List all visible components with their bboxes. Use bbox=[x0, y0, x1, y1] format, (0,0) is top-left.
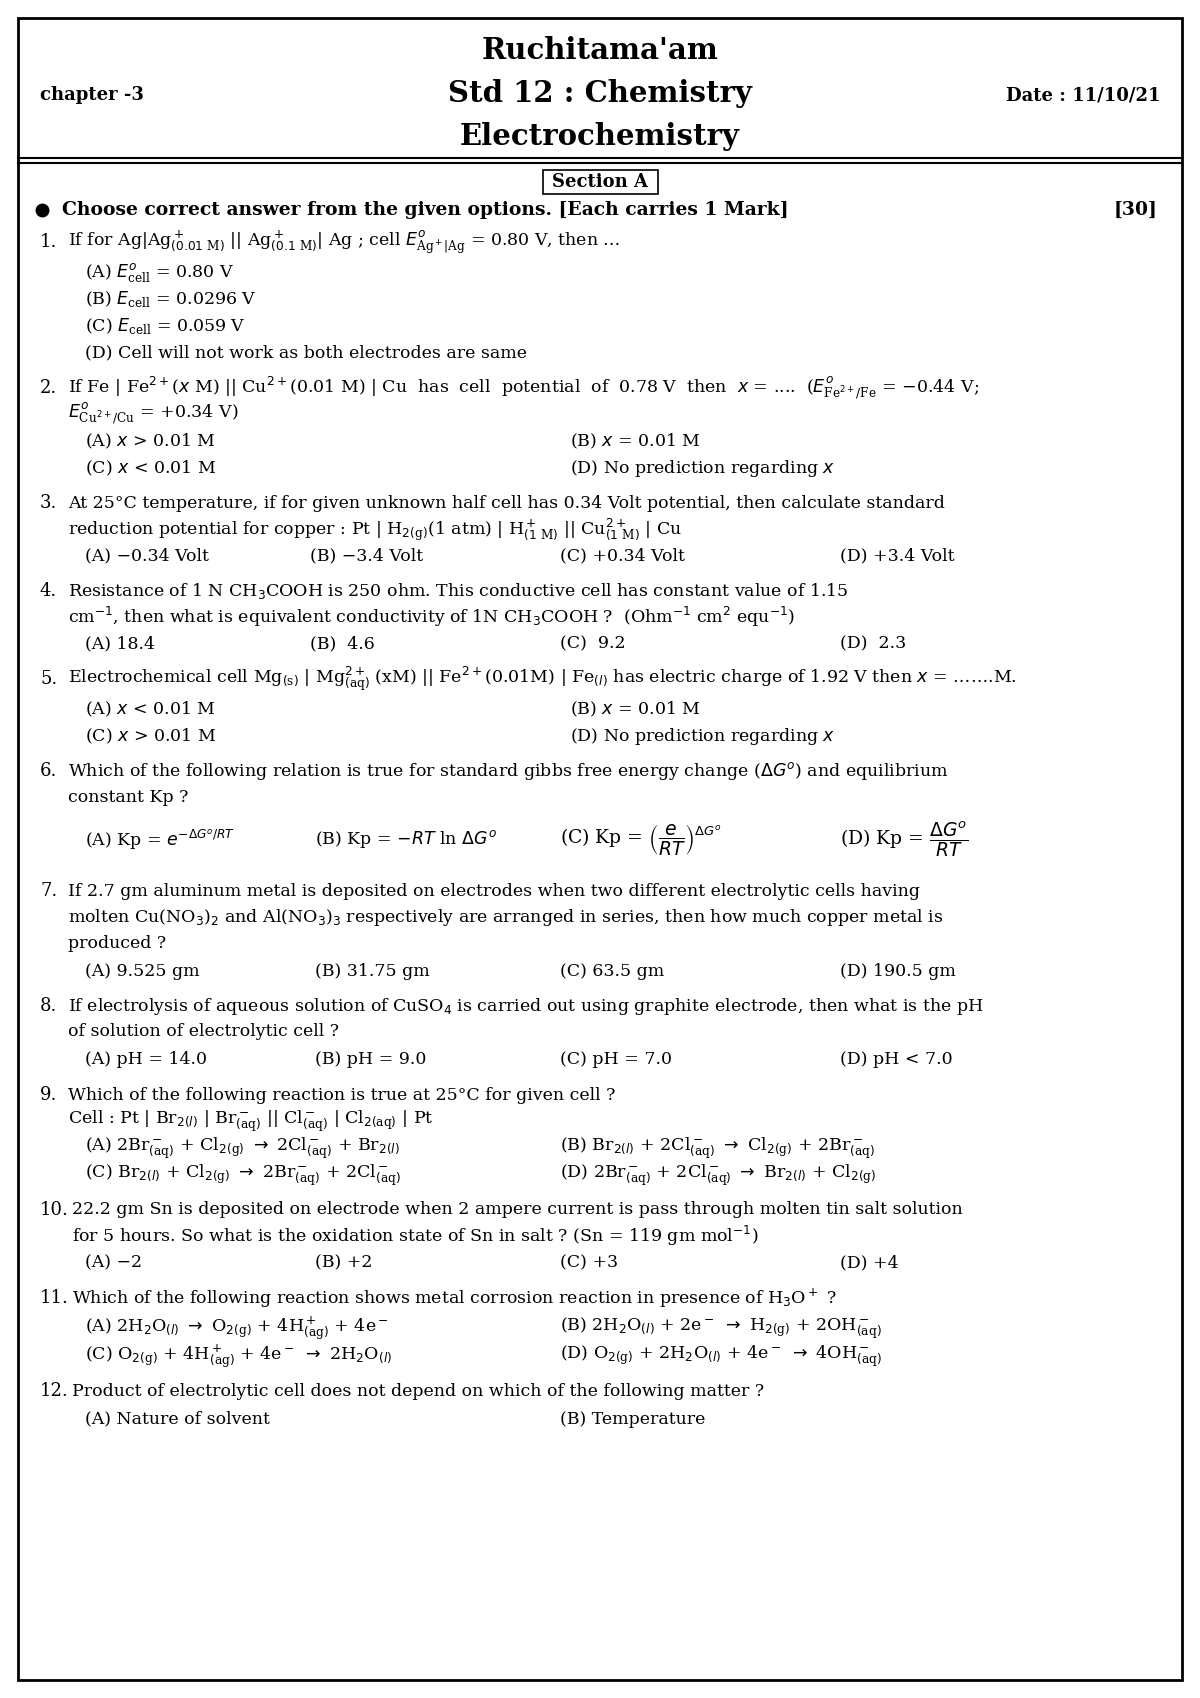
Text: Electrochemistry: Electrochemistry bbox=[460, 122, 740, 151]
Text: (B) $x$ = 0.01 M: (B) $x$ = 0.01 M bbox=[570, 431, 701, 450]
Text: (A) −2: (A) −2 bbox=[85, 1255, 142, 1272]
Text: Choose correct answer from the given options. [Each carries 1 Mark]: Choose correct answer from the given opt… bbox=[62, 200, 788, 219]
Text: (A) $x$ < 0.01 M: (A) $x$ < 0.01 M bbox=[85, 700, 216, 718]
Text: (B) 2H$_2$O$_{(l)}$ + 2e$^-$ $\rightarrow$ H$_{2(\mathregular{g})}$ + 2OH$^-_{(\: (B) 2H$_2$O$_{(l)}$ + 2e$^-$ $\rightarro… bbox=[560, 1316, 882, 1341]
Text: (D)  2.3: (D) 2.3 bbox=[840, 635, 906, 652]
Text: Which of the following relation is true for standard gibbs free energy change ($: Which of the following relation is true … bbox=[68, 761, 949, 783]
Text: (D) 2Br$^-_{(\mathregular{aq})}$ + 2Cl$^-_{(\mathregular{aq})}$ $\rightarrow$ Br: (D) 2Br$^-_{(\mathregular{aq})}$ + 2Cl$^… bbox=[560, 1163, 876, 1187]
Text: (B) Kp = $-RT$ ln $\Delta G^o$: (B) Kp = $-RT$ ln $\Delta G^o$ bbox=[314, 829, 497, 851]
Text: 11.: 11. bbox=[40, 1289, 68, 1307]
Text: (B)  4.6: (B) 4.6 bbox=[310, 635, 374, 652]
Text: (C) $x$ > 0.01 M: (C) $x$ > 0.01 M bbox=[85, 727, 216, 745]
Text: (B) −3.4 Volt: (B) −3.4 Volt bbox=[310, 547, 424, 564]
Text: (A) $x$ > 0.01 M: (A) $x$ > 0.01 M bbox=[85, 431, 216, 450]
Text: Section A: Section A bbox=[552, 173, 648, 190]
Text: produced ?: produced ? bbox=[68, 934, 166, 951]
Text: constant Kp ?: constant Kp ? bbox=[68, 788, 188, 805]
Text: (D) Kp = $\dfrac{\Delta G^o}{RT}$: (D) Kp = $\dfrac{\Delta G^o}{RT}$ bbox=[840, 820, 968, 859]
Text: (C) Kp = $\left(\dfrac{e}{RT}\right)^{\Delta G^o}$: (C) Kp = $\left(\dfrac{e}{RT}\right)^{\D… bbox=[560, 822, 722, 856]
Text: (D) No prediction regarding $x$: (D) No prediction regarding $x$ bbox=[570, 457, 835, 479]
Text: (B) $E_{\mathregular{cell}}$ = 0.0296 V: (B) $E_{\mathregular{cell}}$ = 0.0296 V bbox=[85, 289, 257, 309]
Text: (A) pH = 14.0: (A) pH = 14.0 bbox=[85, 1051, 208, 1068]
Text: If Fe | Fe$^{2+}$($x$ M) || Cu$^{2+}$(0.01 M) | Cu  has  cell  potential  of  0.: If Fe | Fe$^{2+}$($x$ M) || Cu$^{2+}$(0.… bbox=[68, 375, 979, 401]
Text: (B) Br$_{2(l)}$ + 2Cl$^-_{(\mathregular{aq})}$ $\rightarrow$ Cl$_{2(\mathregular: (B) Br$_{2(l)}$ + 2Cl$^-_{(\mathregular{… bbox=[560, 1136, 875, 1161]
Text: If electrolysis of aqueous solution of CuSO$_4$ is carried out using graphite el: If electrolysis of aqueous solution of C… bbox=[68, 995, 984, 1017]
Text: for 5 hours. So what is the oxidation state of Sn in salt ? (Sn = 119 gm mol$^{-: for 5 hours. So what is the oxidation st… bbox=[72, 1224, 758, 1248]
Text: (D) +4: (D) +4 bbox=[840, 1255, 899, 1272]
Text: chapter -3: chapter -3 bbox=[40, 87, 144, 104]
Text: molten Cu(NO$_3$)$_2$ and Al(NO$_3$)$_3$ respectively are arranged in series, th: molten Cu(NO$_3$)$_2$ and Al(NO$_3$)$_3$… bbox=[68, 907, 943, 927]
Text: Resistance of 1 N CH$_3$COOH is 250 ohm. This conductive cell has constant value: Resistance of 1 N CH$_3$COOH is 250 ohm.… bbox=[68, 581, 848, 601]
Text: $E^o_{\mathregular{Cu}^{2+}/\mathregular{Cu}}$ = +0.34 V): $E^o_{\mathregular{Cu}^{2+}/\mathregular… bbox=[68, 401, 239, 426]
Bar bbox=[542, 170, 658, 194]
Text: Electrochemical cell Mg$_{(\mathregular{s})}$ | Mg$^{2+}_{(\mathregular{aq})}$ (: Electrochemical cell Mg$_{(\mathregular{… bbox=[68, 666, 1016, 693]
Text: 5.: 5. bbox=[40, 671, 58, 688]
Text: Which of the following reaction is true at 25°C for given cell ?: Which of the following reaction is true … bbox=[68, 1087, 616, 1104]
Text: At 25°C temperature, if for given unknown half cell has 0.34 Volt potential, the: At 25°C temperature, if for given unknow… bbox=[68, 494, 944, 511]
Text: (C) 63.5 gm: (C) 63.5 gm bbox=[560, 963, 665, 980]
Text: of solution of electrolytic cell ?: of solution of electrolytic cell ? bbox=[68, 1024, 340, 1041]
Text: [30]: [30] bbox=[1114, 200, 1158, 219]
Text: (B) +2: (B) +2 bbox=[314, 1255, 372, 1272]
Text: (C) $E_{\mathregular{cell}}$ = 0.059 V: (C) $E_{\mathregular{cell}}$ = 0.059 V bbox=[85, 316, 246, 336]
Text: 2.: 2. bbox=[40, 379, 58, 397]
Text: 6.: 6. bbox=[40, 762, 58, 779]
Text: 12.: 12. bbox=[40, 1382, 68, 1399]
Text: (D) Cell will not work as both electrodes are same: (D) Cell will not work as both electrode… bbox=[85, 345, 527, 362]
Text: 7.: 7. bbox=[40, 881, 58, 900]
Text: (C) $x$ < 0.01 M: (C) $x$ < 0.01 M bbox=[85, 458, 216, 477]
Text: Which of the following reaction shows metal corrosion reaction in presence of H$: Which of the following reaction shows me… bbox=[72, 1287, 836, 1309]
Text: (B) $x$ = 0.01 M: (B) $x$ = 0.01 M bbox=[570, 700, 701, 718]
Text: (C) +3: (C) +3 bbox=[560, 1255, 618, 1272]
Text: If for Ag|Ag$^+_{(0.01\ \mathregular{M})}$ || Ag$^+_{(0.1\ \mathregular{M})}$| A: If for Ag|Ag$^+_{(0.01\ \mathregular{M})… bbox=[68, 228, 620, 256]
Text: (A) 9.525 gm: (A) 9.525 gm bbox=[85, 963, 199, 980]
Text: 3.: 3. bbox=[40, 494, 58, 513]
Text: (C) O$_{2(\mathregular{g})}$ + 4H$^+_{(\mathregular{ag})}$ + 4e$^-$ $\rightarrow: (C) O$_{2(\mathregular{g})}$ + 4H$^+_{(\… bbox=[85, 1341, 392, 1370]
Text: If 2.7 gm aluminum metal is deposited on electrodes when two different electroly: If 2.7 gm aluminum metal is deposited on… bbox=[68, 883, 920, 900]
Text: (A) 18.4: (A) 18.4 bbox=[85, 635, 155, 652]
Text: (D) pH < 7.0: (D) pH < 7.0 bbox=[840, 1051, 953, 1068]
Text: Ruchitama'am: Ruchitama'am bbox=[481, 36, 719, 65]
Text: Std 12 : Chemistry: Std 12 : Chemistry bbox=[448, 78, 752, 107]
Text: 8.: 8. bbox=[40, 997, 58, 1015]
Text: (A) 2Br$^-_{(\mathregular{aq})}$ + Cl$_{2(\mathregular{g})}$ $\rightarrow$ 2Cl$^: (A) 2Br$^-_{(\mathregular{aq})}$ + Cl$_{… bbox=[85, 1136, 400, 1161]
Text: (B) 31.75 gm: (B) 31.75 gm bbox=[314, 963, 430, 980]
Text: Cell : Pt | Br$_{2(l)}$ | Br$^-_{(\mathregular{aq})}$ || Cl$^-_{(\mathregular{aq: Cell : Pt | Br$_{2(l)}$ | Br$^-_{(\mathr… bbox=[68, 1109, 433, 1134]
Text: 4.: 4. bbox=[40, 582, 58, 599]
Text: (A) Nature of solvent: (A) Nature of solvent bbox=[85, 1411, 270, 1428]
Text: reduction potential for copper : Pt | H$_{2(\mathregular{g})}$(1 atm) | H$^+_{(1: reduction potential for copper : Pt | H$… bbox=[68, 516, 682, 542]
Text: (B) pH = 9.0: (B) pH = 9.0 bbox=[314, 1051, 426, 1068]
Text: 1.: 1. bbox=[40, 233, 58, 251]
Text: (D) +3.4 Volt: (D) +3.4 Volt bbox=[840, 547, 954, 564]
Text: (D) No prediction regarding $x$: (D) No prediction regarding $x$ bbox=[570, 725, 835, 747]
Text: 22.2 gm Sn is deposited on electrode when 2 ampere current is pass through molte: 22.2 gm Sn is deposited on electrode whe… bbox=[72, 1202, 962, 1219]
Text: (A) Kp = $e^{-\Delta G^o/RT}$: (A) Kp = $e^{-\Delta G^o/RT}$ bbox=[85, 827, 235, 851]
Text: (D) O$_{2(\mathregular{g})}$ + 2H$_2$O$_{(l)}$ + 4e$^-$ $\rightarrow$ 4OH$^-_{(\: (D) O$_{2(\mathregular{g})}$ + 2H$_2$O$_… bbox=[560, 1343, 882, 1369]
Text: (A) 2H$_2$O$_{(l)}$ $\rightarrow$ O$_{2(\mathregular{g})}$ + 4H$^+_{(\mathregula: (A) 2H$_2$O$_{(l)}$ $\rightarrow$ O$_{2(… bbox=[85, 1314, 389, 1341]
Text: (C) +0.34 Volt: (C) +0.34 Volt bbox=[560, 547, 685, 564]
Text: (A) $E^o_{\mathregular{cell}}$ = 0.80 V: (A) $E^o_{\mathregular{cell}}$ = 0.80 V bbox=[85, 260, 234, 284]
Text: (A) −0.34 Volt: (A) −0.34 Volt bbox=[85, 547, 209, 564]
Text: 10.: 10. bbox=[40, 1200, 68, 1219]
Text: 9.: 9. bbox=[40, 1087, 58, 1104]
Text: (C) pH = 7.0: (C) pH = 7.0 bbox=[560, 1051, 672, 1068]
Text: Date : 11/10/21: Date : 11/10/21 bbox=[1006, 87, 1160, 104]
Text: (C)  9.2: (C) 9.2 bbox=[560, 635, 625, 652]
Text: (B) Temperature: (B) Temperature bbox=[560, 1411, 706, 1428]
Text: Product of electrolytic cell does not depend on which of the following matter ?: Product of electrolytic cell does not de… bbox=[72, 1382, 764, 1399]
Text: (C) Br$_{2(l)}$ + Cl$_{2(\mathregular{g})}$ $\rightarrow$ 2Br$^-_{(\mathregular{: (C) Br$_{2(l)}$ + Cl$_{2(\mathregular{g}… bbox=[85, 1163, 401, 1187]
Text: (D) 190.5 gm: (D) 190.5 gm bbox=[840, 963, 956, 980]
Text: cm$^{-1}$, then what is equivalent conductivity of 1N CH$_3$COOH ?  (Ohm$^{-1}$ : cm$^{-1}$, then what is equivalent condu… bbox=[68, 604, 794, 628]
